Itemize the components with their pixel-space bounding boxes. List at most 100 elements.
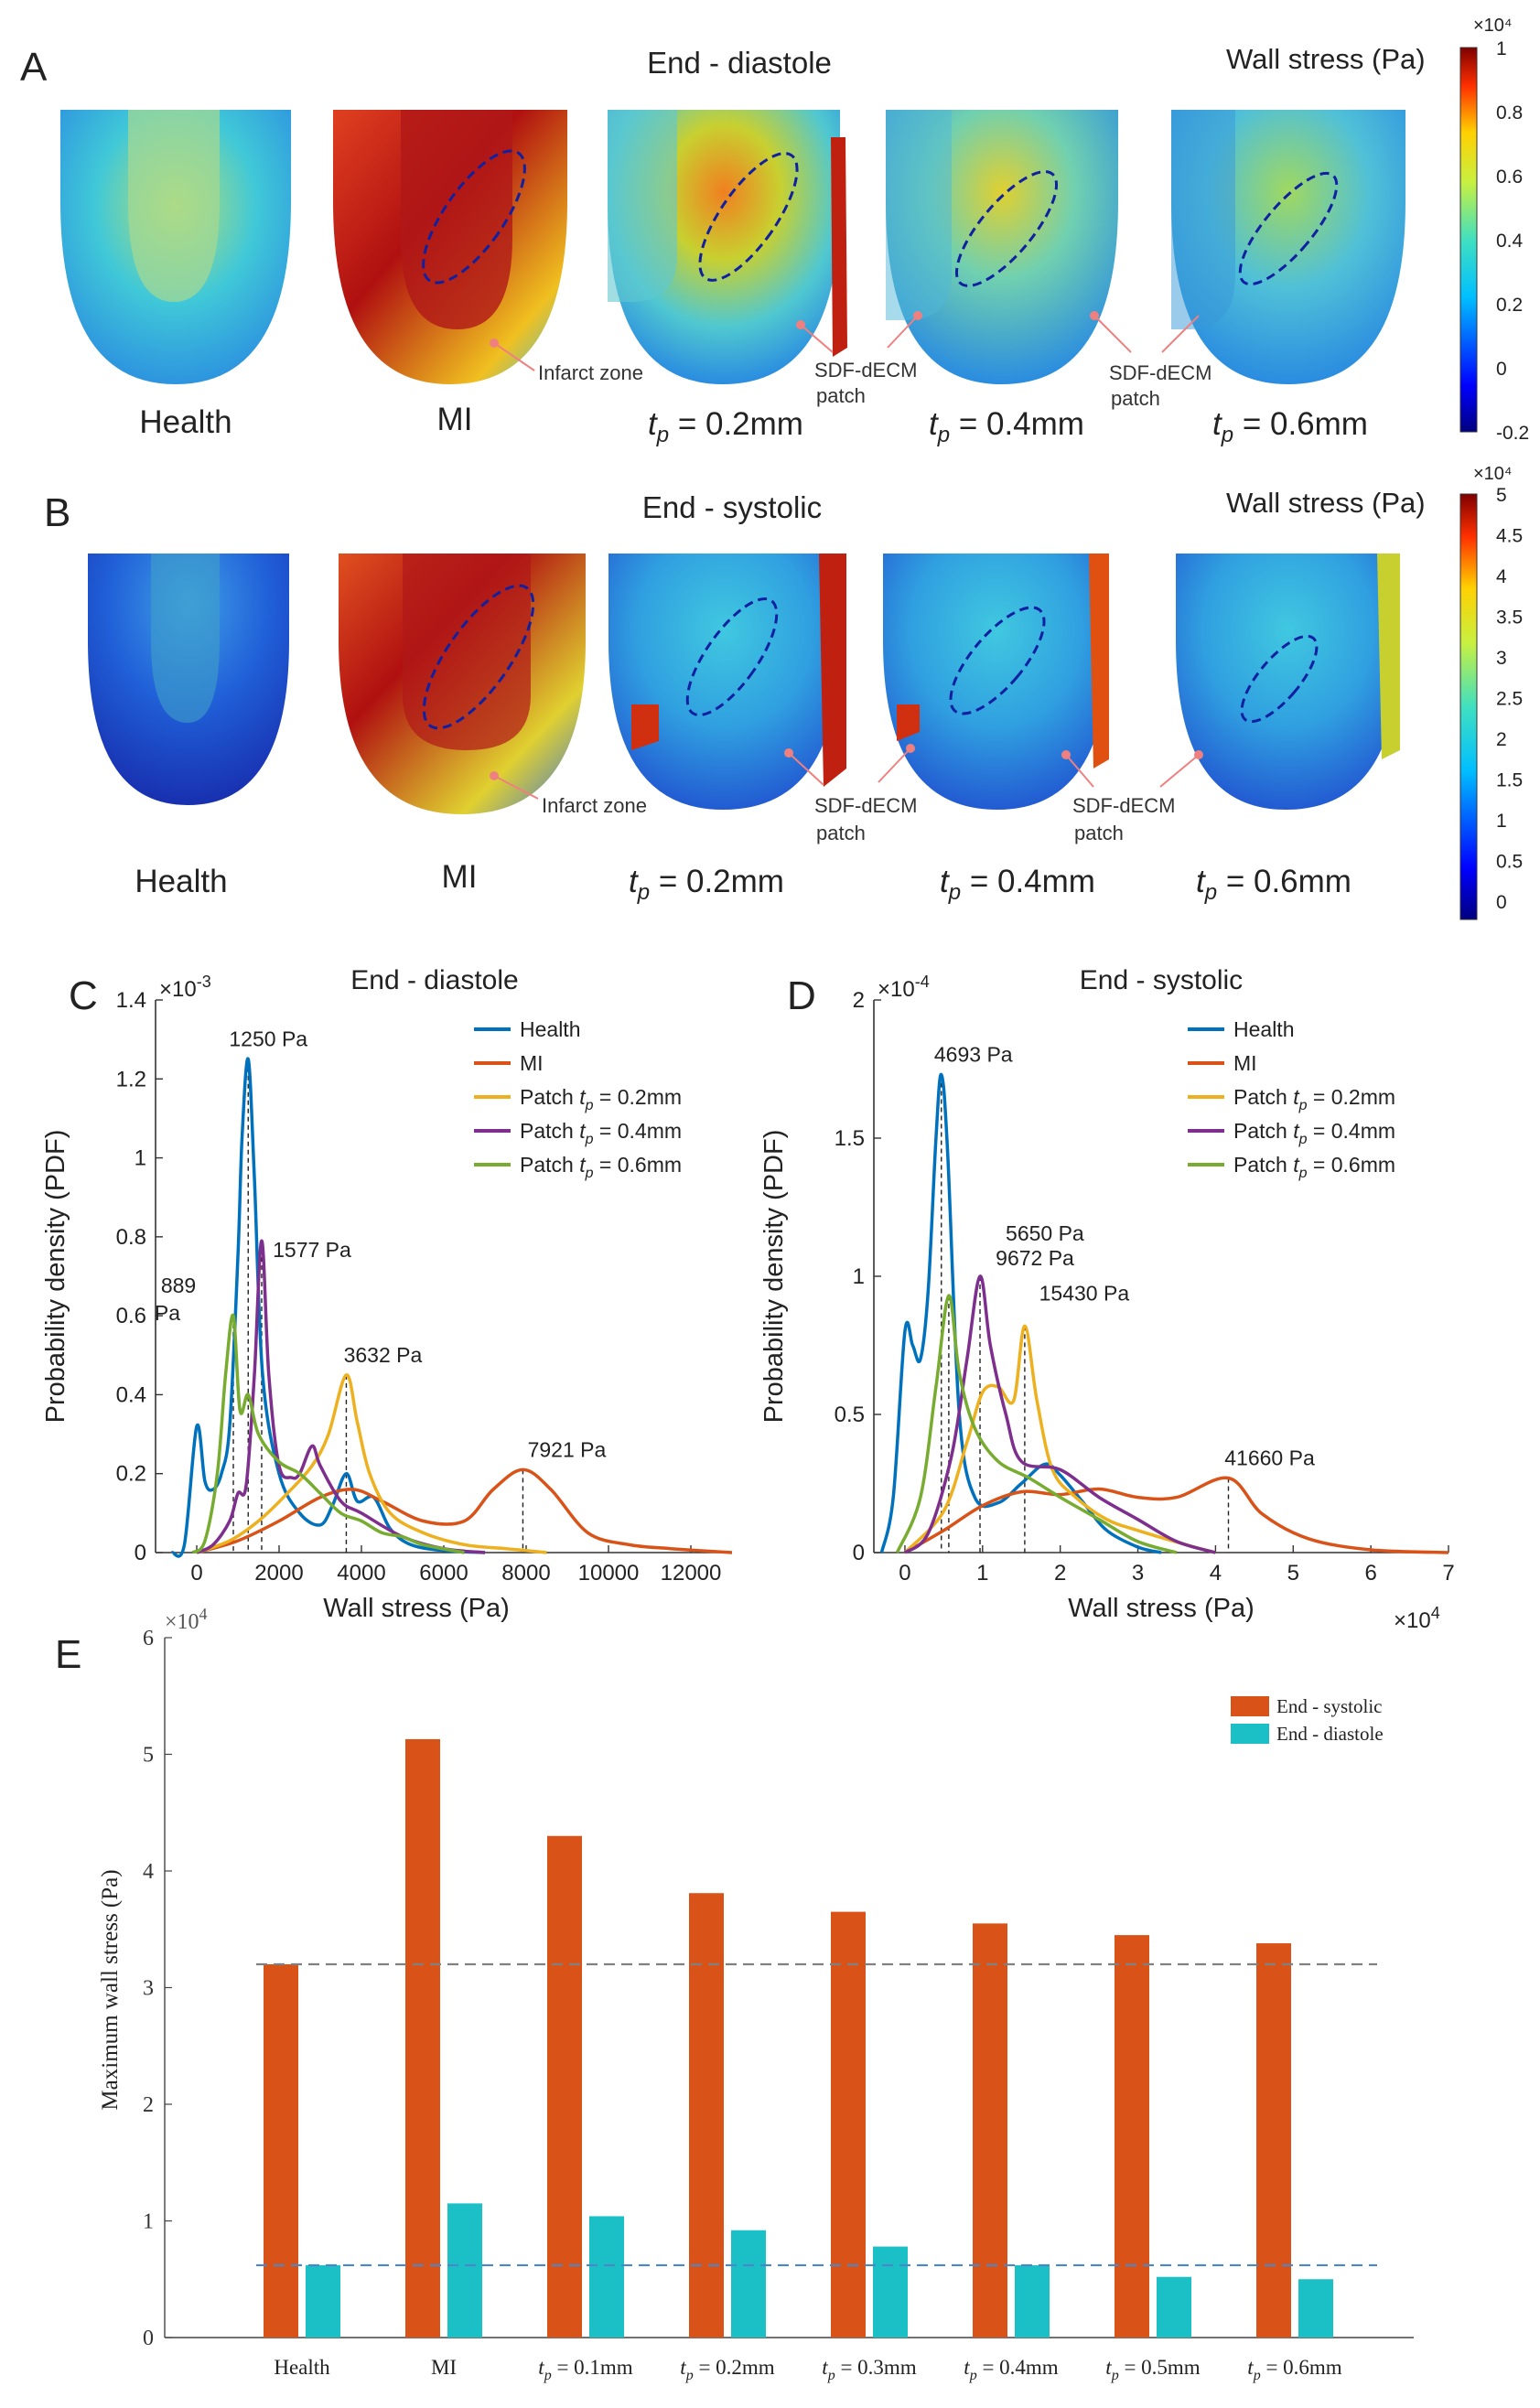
colorbar-tick-label: 2.5 [1496, 689, 1523, 710]
y-tick-label: 1.5 [835, 1126, 865, 1151]
y-exponent: ×10-3 [159, 973, 211, 1002]
y-exponent: ×104 [165, 1605, 208, 1634]
panel-a-colorbar-exponent: ×10⁴ [1473, 16, 1513, 36]
x-tick-label: 2 [1054, 1561, 1066, 1586]
panel-a-letter: A [20, 45, 48, 90]
label-health: Health [139, 404, 232, 440]
x-tick-label: 1 [976, 1561, 988, 1586]
legend-entry: Patch tp = 0.2mm [520, 1085, 682, 1113]
series-line-patch-tp-0-6mm [191, 1313, 465, 1554]
y-tick-label: 0.6 [116, 1304, 146, 1328]
series-line-patch-tp-0-2mm [196, 1373, 547, 1554]
x-tick-label: 0 [899, 1561, 910, 1586]
colorbar-tick-label: 0.2 [1496, 295, 1523, 316]
bar-end-diastole [873, 2246, 908, 2338]
patch-label: SDF-dECM [814, 794, 917, 817]
legend-entry: Patch tp = 0.2mm [1233, 1085, 1395, 1113]
panel-letter: C [69, 973, 98, 1018]
series-line-patch-tp-0-6mm [895, 1294, 1178, 1554]
x-tick-label: 12000 [661, 1561, 722, 1586]
legend-entry: End - systolic [1276, 1695, 1383, 1717]
patch-label-2: patch [1111, 387, 1160, 410]
category-label: MI [431, 2356, 457, 2379]
bar-end-diastole [306, 2264, 340, 2338]
heart-a-mi [333, 110, 567, 384]
x-tick-label: 3 [1132, 1561, 1144, 1586]
y-axis-label: Probability density (PDF) [759, 1130, 789, 1424]
y-tick-label: 1.4 [116, 988, 146, 1013]
y-tick-label: 5 [143, 1744, 154, 1768]
colorbar-tick-label: 1 [1496, 811, 1507, 832]
colorbar-tick-label: 1.5 [1496, 770, 1523, 791]
y-tick-label: 1.2 [116, 1067, 146, 1091]
infarct-ellipse [949, 606, 1046, 715]
y-tick-label: 4 [143, 1860, 154, 1884]
chart-title: End - systolic [1080, 965, 1243, 995]
y-tick-label: 1 [143, 2210, 154, 2234]
y-tick-label: 0.4 [116, 1382, 146, 1407]
x-tick-label: 8000 [501, 1561, 550, 1586]
y-tick-label: 1 [853, 1264, 865, 1289]
infarct-ellipse [422, 149, 526, 285]
panel-b-colorbar-ticks: 5 4.5 4 3.5 3 2.5 2 1.5 1 0.5 0 [1496, 485, 1523, 913]
category-label: tp = 0.1mm [538, 2356, 633, 2383]
y-tick-label: 0 [143, 2327, 154, 2350]
legend-entry: MI [520, 1051, 544, 1075]
series-line-mi [196, 1467, 733, 1554]
colorbar-tick-label: 3 [1496, 648, 1507, 669]
panel-a-colorbar-title: Wall stress (Pa) [1226, 43, 1426, 75]
label-tp: tp = 0.6mm [1196, 864, 1352, 905]
infarct-zone-label: Infarct zone [542, 794, 647, 817]
colorbar-tick-label: 0.4 [1496, 231, 1524, 252]
series-line-patch-tp-0-4mm [196, 1239, 486, 1554]
chart-d: D End - systolic×10-40 1 2 3 4 5 6 700.511.52Wal… [759, 965, 1455, 1633]
patch-label-2: patch [816, 384, 866, 407]
series-line-mi [904, 1476, 1449, 1554]
bar-end-systolic [973, 1923, 1007, 2338]
label-tp: tp = 0.6mm [1212, 406, 1368, 447]
heart-a-patch-02 [608, 110, 847, 384]
heart-b-mi [339, 554, 586, 814]
y-axis-label: Maximum wall stress (Pa) [98, 1869, 123, 2110]
y-tick-label: 1 [135, 1146, 146, 1171]
heart-b-patch-06 [1176, 554, 1400, 810]
panel-a-colorbar-ticks: 1 0.8 0.6 0.4 0.2 0 -0.2 [1496, 38, 1529, 444]
colorbar-tick-label: 1 [1496, 38, 1507, 59]
category-label: tp = 0.2mm [680, 2356, 775, 2383]
chart-c: C End - diastole×10-30 2000 4000 6000 8000 100… [41, 965, 733, 1623]
label-mi: MI [442, 859, 478, 895]
x-tick-label: 6 [1364, 1561, 1376, 1586]
peak-annotation: 5650 Pa [1006, 1221, 1084, 1245]
bar-end-diastole [1298, 2279, 1333, 2338]
heart-a-health [60, 110, 291, 384]
bar-end-diastole [1157, 2276, 1191, 2338]
category-label: Health [274, 2356, 330, 2379]
patch-label: SDF-dECM [1109, 361, 1212, 384]
chart-title: End - diastole [350, 965, 518, 995]
infarct-ellipse [698, 152, 799, 282]
bar-end-systolic [264, 1964, 298, 2338]
patch-label: SDF-dECM [814, 359, 917, 382]
y-tick-label: 0.8 [116, 1225, 146, 1250]
bar-end-systolic [405, 1738, 440, 2338]
patch-label-2: patch [1074, 822, 1124, 844]
y-tick-label: 6 [143, 1627, 154, 1650]
panel-b-title: End - systolic [642, 490, 822, 524]
panel-b-colorbar-title: Wall stress (Pa) [1226, 487, 1426, 519]
x-axis-label: Wall stress (Pa) [323, 1594, 510, 1623]
colorbar-tick-label: 0.8 [1496, 102, 1523, 124]
panel-a-colorbar [1459, 47, 1478, 433]
colorbar-tick-label: 0 [1496, 892, 1507, 913]
heart-b-patch-02 [608, 554, 846, 810]
colorbar-tick-label: 0.5 [1496, 852, 1523, 873]
y-tick-label: 0.5 [835, 1403, 865, 1427]
y-tick-label: 3 [143, 1977, 154, 2001]
colorbar-tick-label: -0.2 [1496, 423, 1529, 444]
infarct-zone-label: Infarct zone [538, 361, 643, 384]
peak-annotation: 15430 Pa [1039, 1281, 1130, 1305]
x-exponent: ×104 [1394, 1604, 1440, 1633]
y-tick-label: 0 [853, 1541, 865, 1565]
panel-b-colorbar-exponent: ×10⁴ [1473, 464, 1513, 484]
label-health: Health [135, 864, 227, 899]
